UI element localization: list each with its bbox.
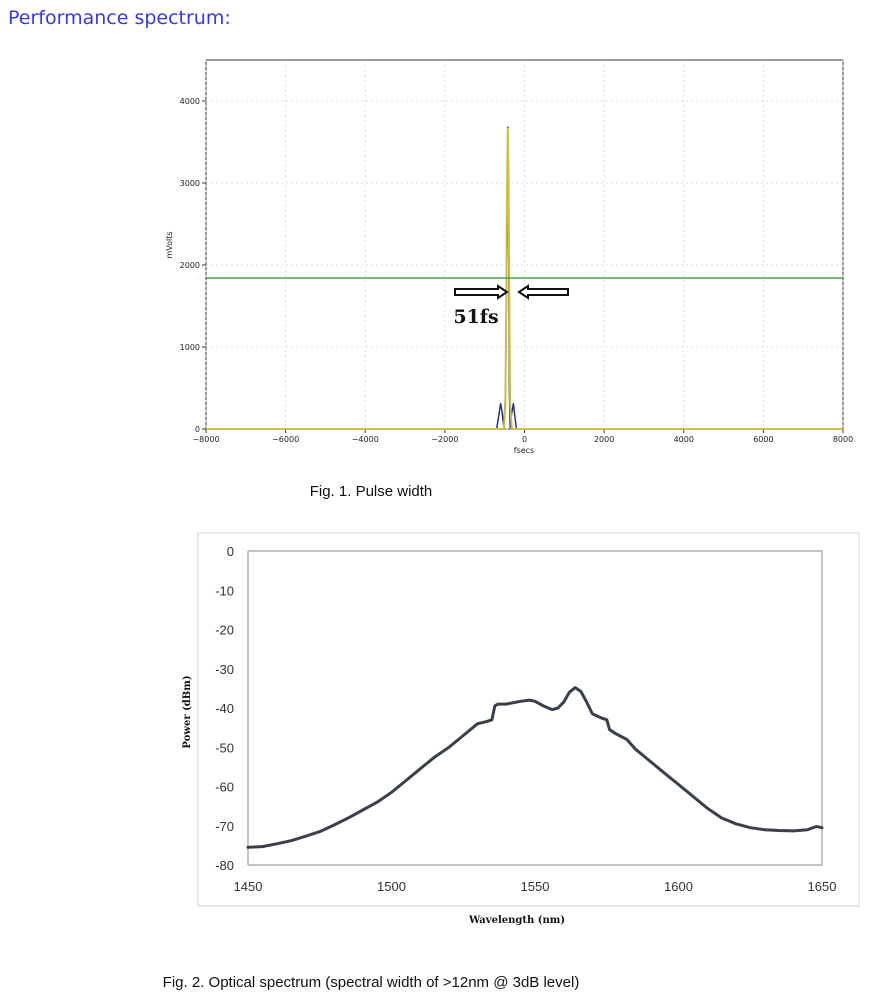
fig1-x-tick-label: −4000	[352, 435, 379, 444]
fig1-x-tick-label: −2000	[431, 435, 458, 444]
fig2-caption: Fig. 2. Optical spectrum (spectral width…	[162, 974, 580, 991]
fig2-y-tick-label: 0	[227, 544, 234, 559]
fig2-chart-border	[197, 532, 860, 907]
fig2-y-tick-label: -20	[215, 623, 234, 638]
fig2-y-tick-label: -50	[215, 740, 234, 755]
fig1-caption: Fig. 1. Pulse width	[309, 483, 433, 500]
fig2-series	[246, 686, 824, 849]
fig1-annotation: 51fs	[453, 284, 569, 328]
fig1-x-tick-label: 6000	[753, 435, 773, 444]
fig2-y-axis-label: Power (dBm)	[182, 675, 193, 748]
fig2-x-tick-label: 1650	[808, 879, 837, 894]
fig1-x-axis-label: fsecs	[514, 446, 534, 455]
fig1-x-tick-label: 2000	[594, 435, 614, 444]
fig1-series-line-1	[206, 127, 843, 430]
fig2-y-tick-label: -80	[215, 858, 234, 873]
optical-spectrum-chart: 1450 1500 1550 1600 1650 0 -10 -20 -30 -40 -50 -60 -…	[182, 532, 860, 926]
fig1-y-tick-label: 3000	[180, 179, 200, 188]
fig2-x-tick-label: 1450	[234, 879, 263, 894]
fig2-y-tick-label: -30	[215, 662, 234, 677]
fig2-y-tick-label: -10	[215, 583, 234, 598]
page-heading: Performance spectrum:	[8, 7, 231, 29]
fig2-plot-frame	[247, 550, 823, 866]
fig1-y-axis-label: mVolts	[165, 231, 174, 258]
fig1-x-tick-label: 0	[522, 435, 527, 444]
left-arrow-icon	[454, 284, 509, 300]
fig1-y-tick-label: 2000	[180, 261, 200, 270]
fig1-series	[206, 126, 843, 430]
fig2-y-tick-label: -60	[215, 780, 234, 795]
fig2-x-tick-label: 1600	[664, 879, 693, 894]
fig2-x-tick-label: 1550	[521, 879, 550, 894]
fig1-x-tick-label: 8000	[833, 435, 853, 444]
fig2-x-tick-label: 1500	[377, 879, 406, 894]
fig1-x-tick-label: −6000	[272, 435, 299, 444]
fig1-plot-frame	[205, 59, 844, 430]
fig2-series-line-0	[246, 686, 824, 849]
fig1-y-tick-label: 4000	[180, 97, 200, 106]
fig1-ticks: −8000 −6000 −4000 −2000 0 2000 4000 6000 8000 0 10…	[180, 97, 854, 444]
fig1-x-tick-label: −8000	[192, 435, 219, 444]
pulse-width-chart: −8000 −6000 −4000 −2000 0 2000 4000 6000 8000 0 10…	[165, 59, 854, 455]
fig2-ticks: 1450 1500 1550 1600 1650 0 -10 -20 -30 -40 -50 -60 -…	[215, 544, 836, 894]
fig1-grid	[205, 60, 844, 430]
fig2-y-tick-label: -40	[215, 701, 234, 716]
fig1-y-tick-label: 1000	[180, 343, 200, 352]
fig1-y-tick-label: 0	[195, 425, 200, 434]
fig2-y-tick-label: -70	[215, 819, 234, 834]
fig1-x-tick-label: 4000	[674, 435, 694, 444]
right-arrow-icon	[517, 284, 569, 300]
fig2-x-axis-label: Wavelength (nm)	[468, 915, 565, 926]
pulse-width-label: 51fs	[453, 306, 498, 328]
